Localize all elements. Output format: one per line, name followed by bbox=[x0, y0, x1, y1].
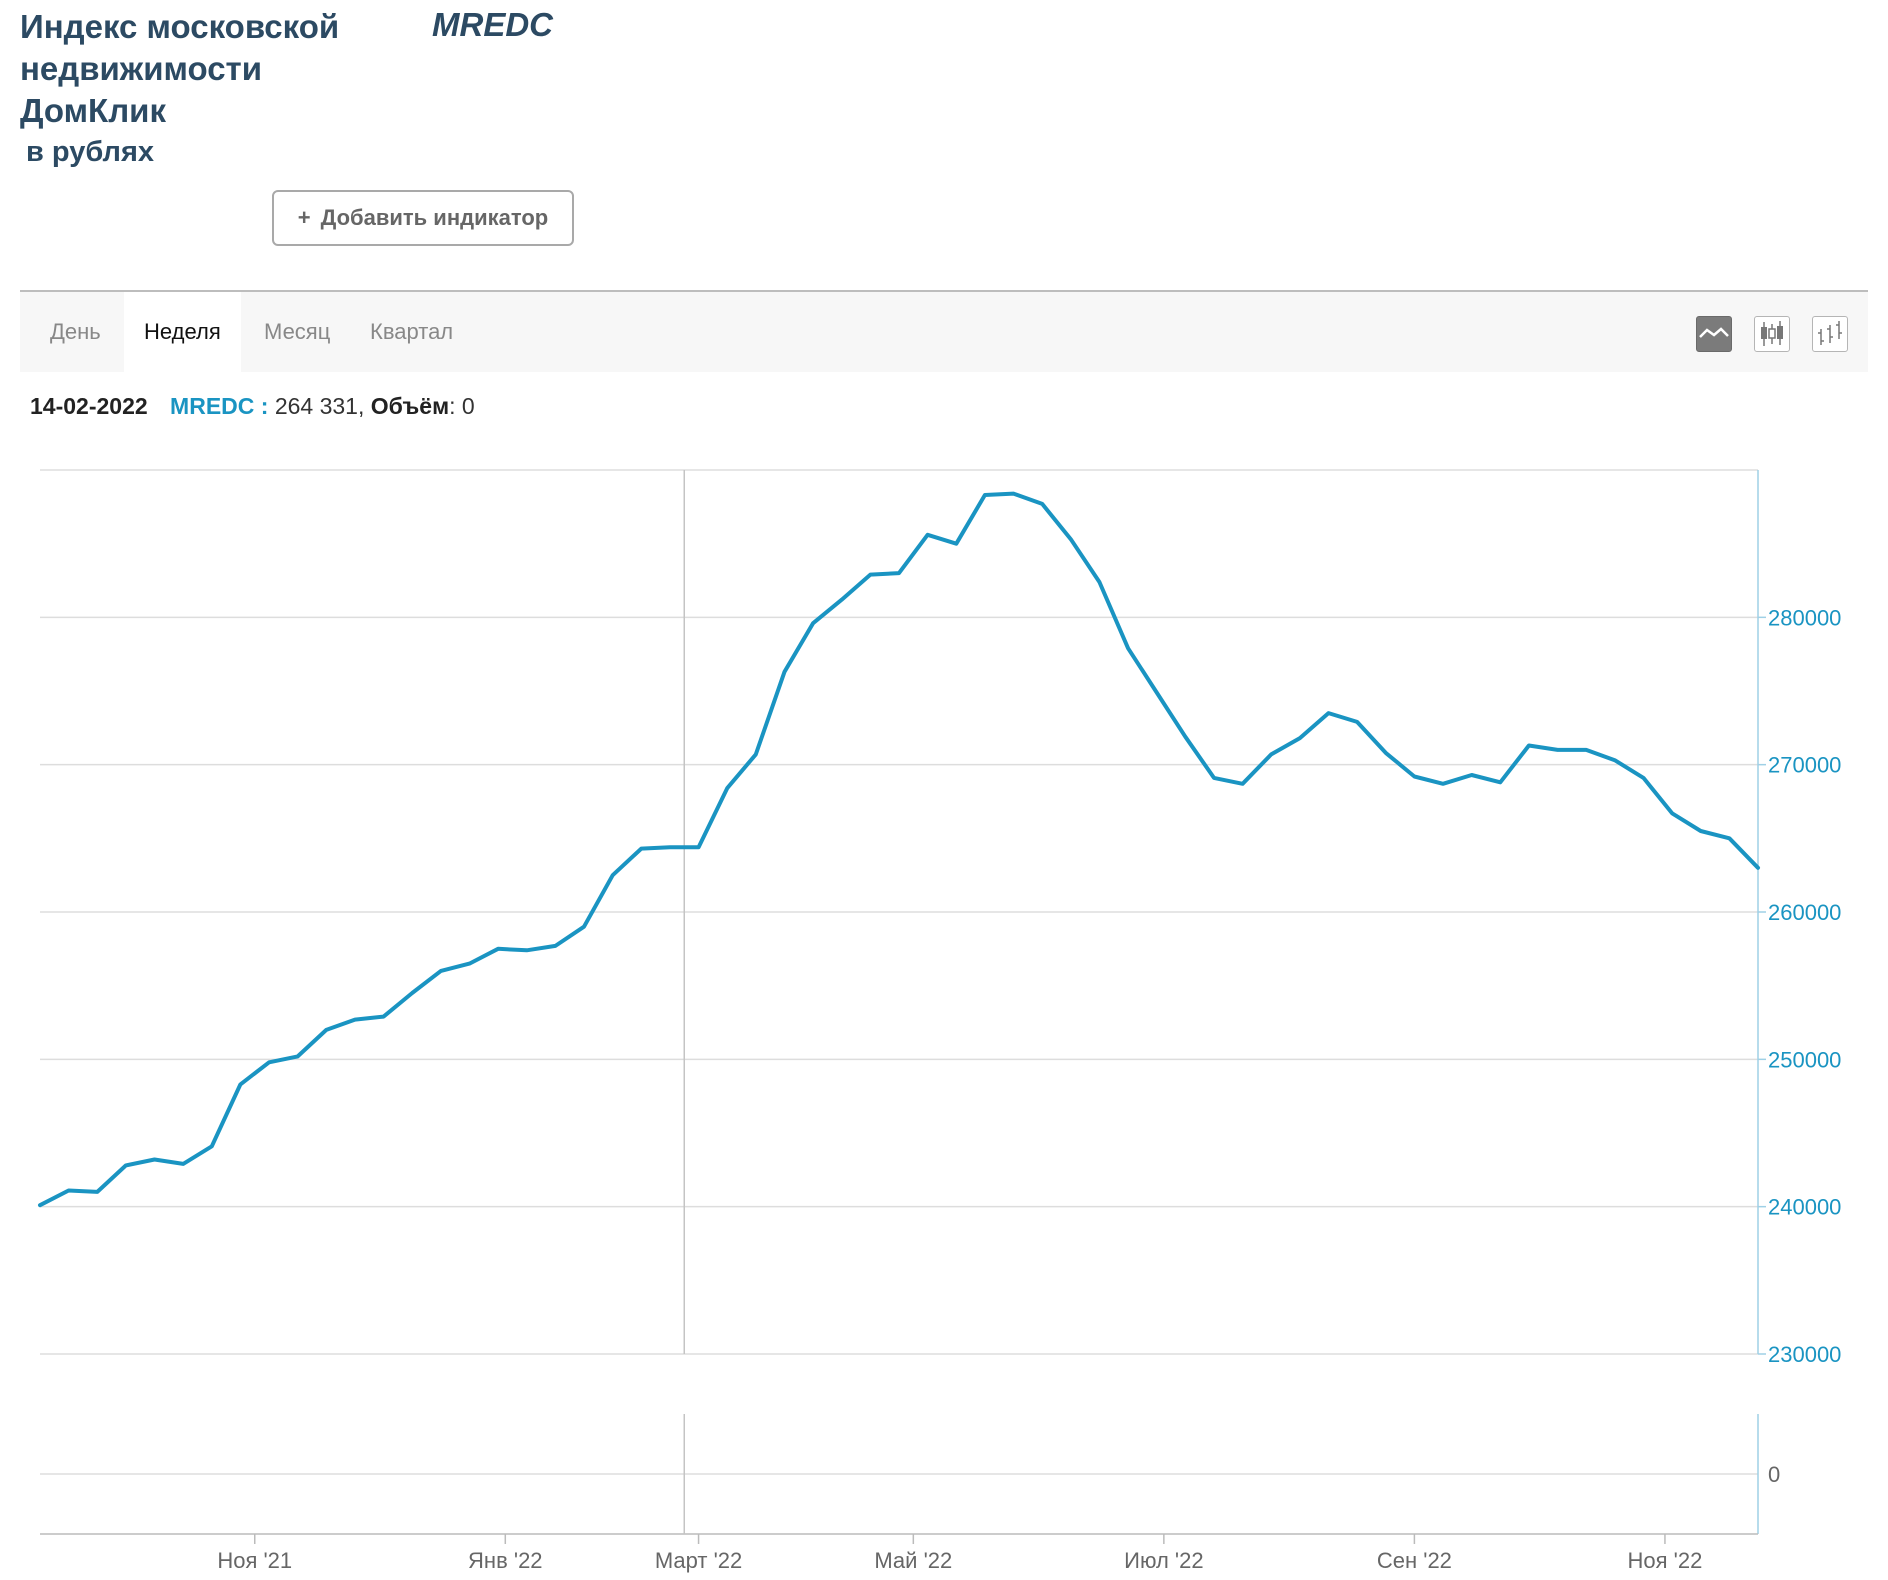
ohlc-bars-icon bbox=[1818, 321, 1842, 345]
tab-day[interactable]: День bbox=[50, 319, 101, 344]
series-layer bbox=[38, 491, 1760, 1208]
readout-value: 264 331 bbox=[274, 393, 358, 419]
volume-tick-0: 0 bbox=[1768, 1462, 1780, 1487]
x-tick-label-0: Ноя '21 bbox=[217, 1548, 292, 1573]
line-chart-icon bbox=[1699, 327, 1729, 338]
x-tick-label-5: Сен '22 bbox=[1377, 1548, 1452, 1573]
readout-date: 14-02-2022 bbox=[30, 393, 148, 419]
ticker-symbol: MREDC bbox=[432, 6, 553, 43]
x-tick-label-3: Май '22 bbox=[874, 1548, 952, 1573]
y-axis-labels: 230000 240000 250000 260000 270000 280000 0 bbox=[1768, 605, 1841, 1487]
grid-lines bbox=[40, 469, 1758, 1475]
y-tick-280000: 280000 bbox=[1768, 605, 1841, 630]
add-indicator-button[interactable]: + Добавить индикатор bbox=[272, 190, 574, 246]
ohlc-chart-button[interactable] bbox=[1812, 316, 1848, 352]
tab-quarter[interactable]: Квартал bbox=[370, 319, 454, 344]
y-tick-250000: 250000 bbox=[1768, 1047, 1841, 1072]
period-toolbar: День Неделя Месяц Квартал bbox=[20, 290, 1868, 372]
crosshair-readout: 14-02-2022 MREDC : 264 331, Объём: 0 bbox=[30, 393, 475, 419]
tab-month[interactable]: Месяц bbox=[264, 319, 331, 344]
x-tick-label-6: Ноя '22 bbox=[1628, 1548, 1703, 1573]
readout-volume-label: Объём bbox=[370, 393, 450, 419]
line-chart-button[interactable] bbox=[1696, 316, 1732, 352]
candlestick-icon bbox=[1761, 321, 1783, 346]
y-tick-260000: 260000 bbox=[1768, 900, 1841, 925]
readout-volume-value: 0 bbox=[461, 393, 475, 419]
chart-axes bbox=[40, 470, 1766, 1544]
x-tick-label-4: Июл '22 bbox=[1124, 1548, 1203, 1573]
y-tick-240000: 240000 bbox=[1768, 1195, 1841, 1220]
units-subtitle: в рублях bbox=[26, 136, 155, 168]
add-indicator-label: Добавить индикатор bbox=[320, 205, 549, 230]
x-tick-label-1: Янв '22 bbox=[468, 1548, 543, 1573]
tab-week[interactable]: Неделя bbox=[124, 292, 241, 372]
candlestick-chart-button[interactable] bbox=[1754, 316, 1790, 352]
x-axis-labels: Ноя '21 Янв '22 Март '22 Май '22 Июл '22 Сен … bbox=[217, 1548, 1702, 1573]
chart-title: Индекс московской недвижимости ДомКлик bbox=[20, 8, 340, 129]
y-tick-270000: 270000 bbox=[1768, 753, 1841, 778]
plus-icon: + bbox=[297, 205, 311, 230]
x-tick-label-2: Март '22 bbox=[655, 1548, 742, 1573]
readout-symbol: MREDC : bbox=[170, 393, 269, 419]
y-tick-230000: 230000 bbox=[1768, 1342, 1841, 1367]
series-line-mredc bbox=[38, 491, 1760, 1208]
